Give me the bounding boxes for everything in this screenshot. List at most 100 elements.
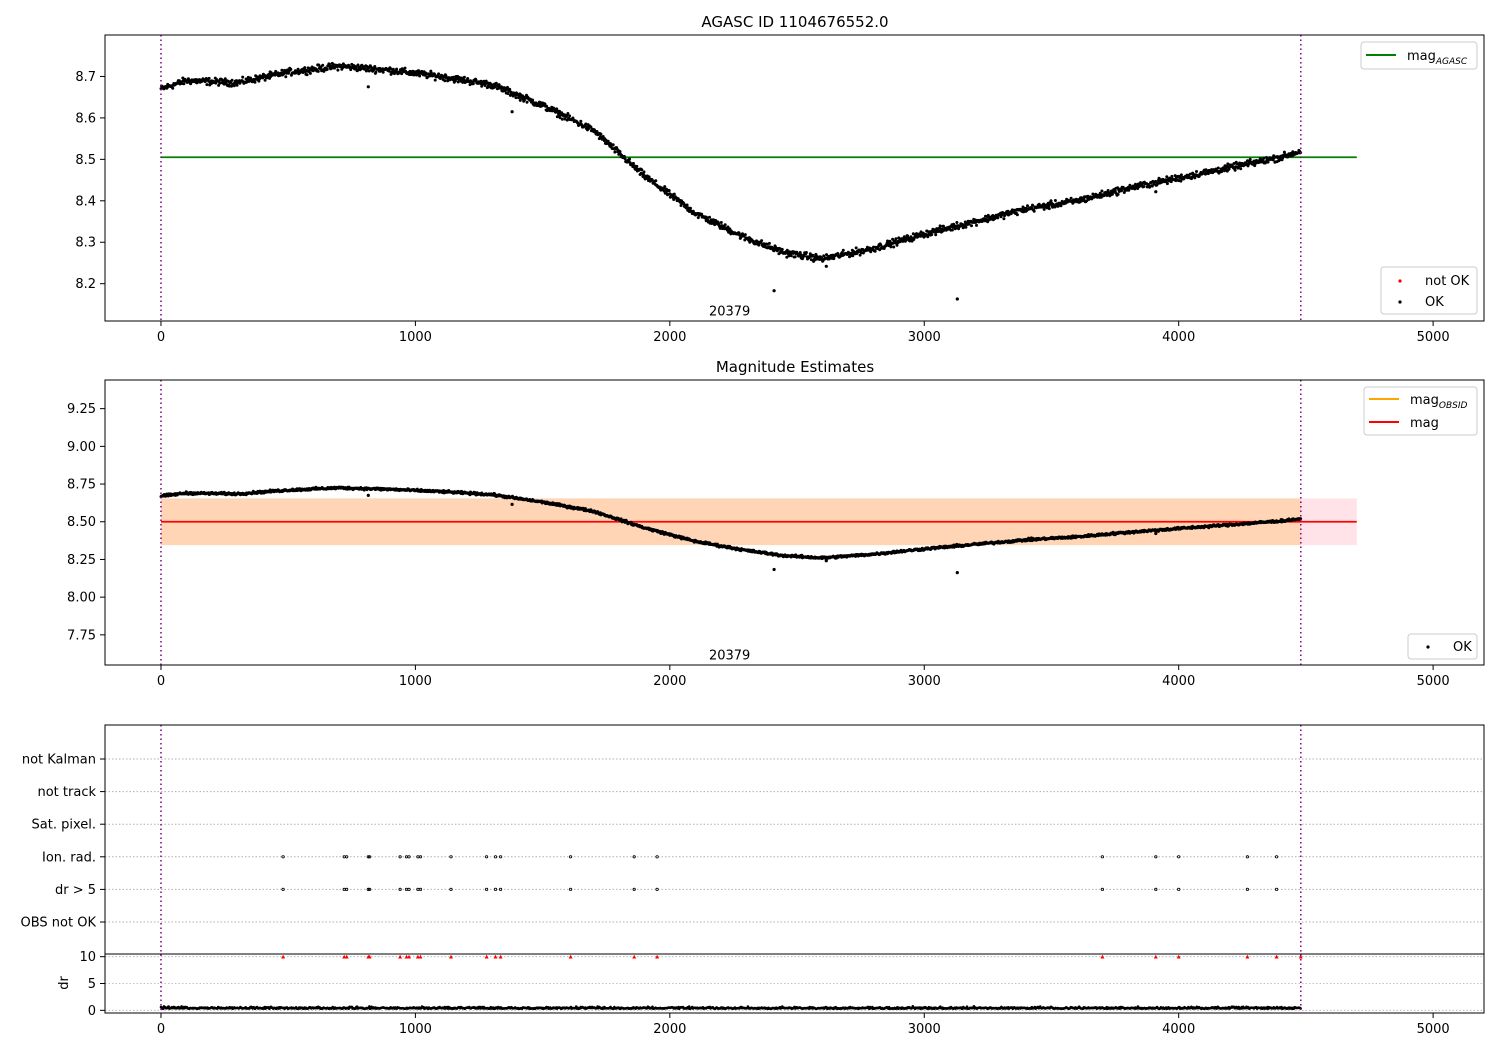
data-point xyxy=(443,79,447,83)
p2-xtick-label-1000: 1000 xyxy=(399,674,432,689)
data-point xyxy=(226,79,230,83)
flag-row-label: Ion. rad. xyxy=(42,850,96,865)
data-point xyxy=(289,67,293,71)
data-point xyxy=(1188,172,1192,176)
outlier-point xyxy=(366,85,370,89)
data-point xyxy=(1142,185,1146,188)
data-point xyxy=(858,253,862,257)
data-point xyxy=(934,233,938,237)
data-point xyxy=(793,255,797,259)
legend-sub-obsid: OBSID xyxy=(1439,401,1468,411)
legend-dot-ok-2 xyxy=(1426,645,1430,649)
data-point xyxy=(872,245,875,249)
data-point xyxy=(689,206,692,210)
data-point xyxy=(531,98,535,102)
outlier-point xyxy=(510,110,514,114)
data-point xyxy=(566,112,570,115)
data-point xyxy=(560,117,564,121)
data-point xyxy=(719,221,723,224)
data-point xyxy=(851,254,855,258)
data-point xyxy=(780,248,784,251)
data-point xyxy=(381,70,385,74)
flag-row-label: not Kalman xyxy=(22,753,96,768)
data-point xyxy=(1262,156,1266,160)
data-point xyxy=(1154,179,1158,183)
p1-xtick-label-4000: 4000 xyxy=(1162,330,1195,345)
data-point xyxy=(869,250,873,254)
data-point xyxy=(218,81,222,85)
data-point xyxy=(182,82,186,86)
p2-xtick-label-2000: 2000 xyxy=(653,674,686,689)
data-point xyxy=(545,104,549,108)
data-point xyxy=(284,75,288,79)
p1-ytick-label-2: 8.4 xyxy=(75,194,96,209)
data-point xyxy=(908,239,912,243)
p2-ytick-label-3: 8.50 xyxy=(67,515,96,530)
data-point xyxy=(970,224,973,228)
panel2-title: Magnitude Estimates xyxy=(716,358,874,376)
data-point xyxy=(633,164,636,168)
data-point xyxy=(760,239,764,243)
outlier-point xyxy=(772,289,776,293)
data-point xyxy=(214,81,218,85)
data-point xyxy=(1223,169,1226,173)
data-point xyxy=(975,223,978,227)
panel1-frame xyxy=(104,34,1485,322)
p2-xtick-label-5000: 5000 xyxy=(1417,674,1450,689)
data-point xyxy=(223,77,227,81)
data-point xyxy=(631,161,635,165)
data-point xyxy=(1021,205,1025,209)
data-point xyxy=(611,143,615,147)
data-point xyxy=(822,254,826,258)
data-point xyxy=(506,92,510,95)
data-point xyxy=(1165,182,1169,186)
outlier-point xyxy=(772,567,776,572)
data-point xyxy=(589,125,593,129)
data-point xyxy=(232,84,236,88)
data-point xyxy=(395,67,399,71)
data-point xyxy=(906,234,910,238)
flag-row-label: OBS not OK xyxy=(21,916,97,931)
data-point xyxy=(767,241,771,245)
data-point xyxy=(418,74,422,78)
data-point xyxy=(506,85,509,89)
data-point xyxy=(667,189,671,193)
p1-xtick-label-2000: 2000 xyxy=(653,330,686,345)
data-point xyxy=(494,81,498,85)
data-point xyxy=(389,67,392,71)
data-point xyxy=(967,222,971,226)
legend-label-not-ok: not OK xyxy=(1425,274,1470,289)
data-point xyxy=(950,228,954,232)
data-point xyxy=(321,63,325,67)
data-point xyxy=(654,179,658,183)
data-point xyxy=(924,233,928,237)
panel2-obsid-label: 20379 xyxy=(709,648,750,663)
p1-ytick-label-3: 8.5 xyxy=(75,153,96,168)
data-point xyxy=(387,69,391,73)
p2-ytick-label-1: 8.00 xyxy=(67,591,96,606)
data-point xyxy=(296,67,300,71)
data-point xyxy=(964,225,968,229)
p2-ytick-label-5: 9.00 xyxy=(67,440,96,455)
data-point xyxy=(825,253,828,257)
data-point xyxy=(462,75,466,79)
panel1-legend-bottom: not OK OK xyxy=(1380,266,1478,315)
p2-ytick-label-2: 8.25 xyxy=(67,553,96,568)
legend-label-mag2: mag xyxy=(1410,416,1439,431)
data-point xyxy=(942,224,945,228)
data-point xyxy=(471,82,475,86)
data-point xyxy=(336,68,340,72)
data-point xyxy=(623,157,627,161)
flag-row-label: dr > 5 xyxy=(55,883,96,898)
data-point xyxy=(391,67,395,71)
data-point xyxy=(525,100,529,104)
data-point xyxy=(628,157,631,161)
legend-label-mag: mag xyxy=(1407,49,1436,64)
data-point xyxy=(482,79,486,83)
panel-magnitude-estimates: Magnitude Estimates 0 1000 2000 3000 4000 500… xyxy=(67,358,1485,689)
data-point xyxy=(802,254,806,258)
data-point xyxy=(1009,212,1013,216)
data-point xyxy=(433,78,437,82)
data-point xyxy=(1239,167,1243,171)
data-point xyxy=(171,86,175,90)
